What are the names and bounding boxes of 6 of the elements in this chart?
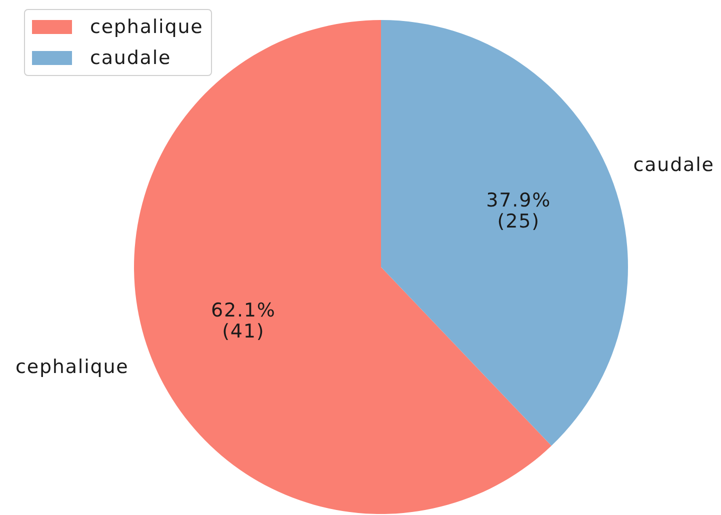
data-label: 37.9% (25) bbox=[486, 189, 552, 232]
slice-label: cephalique bbox=[16, 356, 129, 378]
legend-label: caudale bbox=[90, 46, 172, 68]
data-label: 62.1% (41) bbox=[210, 300, 276, 343]
legend-label: cephalique bbox=[90, 16, 204, 38]
slice-label: caudale bbox=[633, 154, 714, 176]
